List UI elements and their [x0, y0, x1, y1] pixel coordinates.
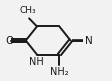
Text: NH₂: NH₂: [50, 67, 69, 78]
Text: N: N: [85, 35, 92, 46]
Text: NH: NH: [29, 57, 44, 67]
Text: O: O: [5, 35, 14, 46]
Text: CH₃: CH₃: [20, 6, 36, 15]
